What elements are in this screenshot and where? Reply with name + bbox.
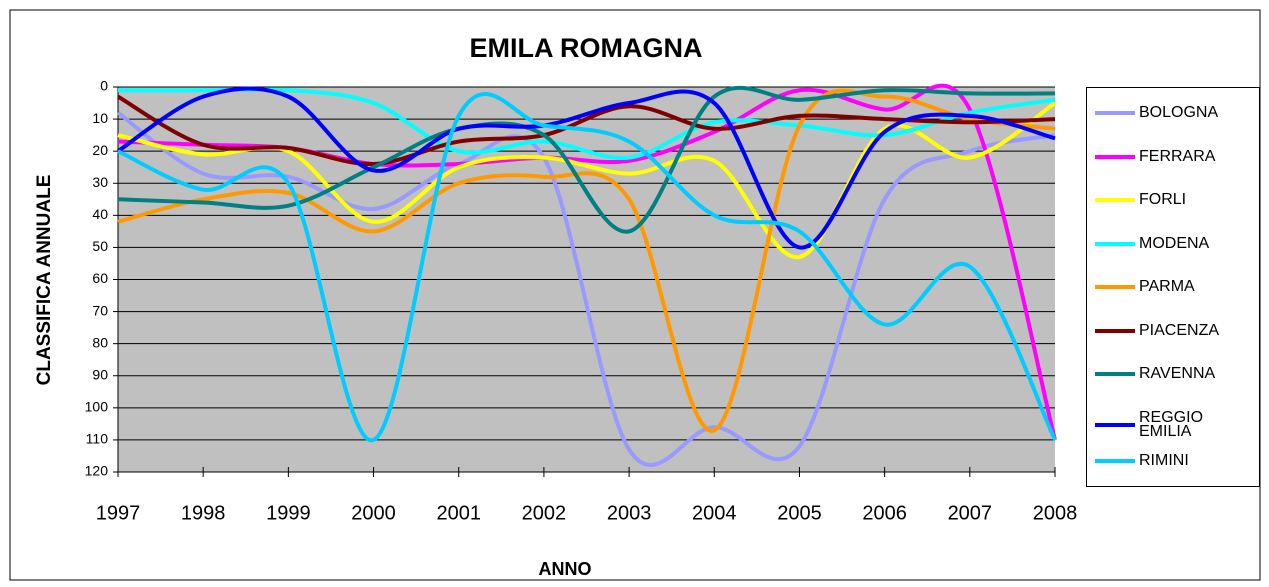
series-line: [117, 87, 1056, 160]
legend-swatch: [1095, 111, 1135, 115]
y-tick-label: 50: [92, 238, 108, 254]
series-line: [117, 92, 1057, 442]
legend-item: RAVENNA: [1095, 365, 1229, 382]
legend-item: FERRARA: [1095, 147, 1229, 165]
y-tick-label: 110: [86, 431, 109, 447]
x-tick-label: 2003: [607, 502, 652, 524]
x-axis-label: ANNO: [539, 559, 592, 579]
legend-swatch: [1095, 372, 1135, 376]
legend-swatch: [1095, 241, 1135, 246]
legend-item: FORLI: [1095, 191, 1229, 208]
x-tick-label: 2002: [522, 502, 567, 524]
legend-swatch: [1095, 285, 1135, 289]
y-tick-label: 80: [92, 334, 108, 350]
y-axis-label: CLASSIFICA ANNUALE: [34, 175, 55, 386]
legend-item: PIACENZA: [1095, 321, 1229, 339]
legend-swatch: [1095, 422, 1135, 427]
chart-title: EMILA ROMAGNA: [470, 33, 703, 63]
y-tick-label: 40: [92, 206, 108, 222]
y-tick-label: 120: [85, 463, 109, 479]
x-tick-label: 2006: [862, 502, 907, 524]
y-tick-label: 100: [85, 399, 109, 415]
legend-label: PIACENZA: [1139, 321, 1220, 339]
x-tick-label: 2008: [1033, 502, 1078, 524]
series-line: [116, 111, 1056, 467]
legend-swatch: [1095, 198, 1135, 202]
y-tick-label: 30: [92, 174, 108, 190]
y-tick-label: 0: [100, 78, 108, 94]
x-tick-label: 2004: [692, 502, 737, 524]
legend-swatch: [1095, 459, 1135, 463]
legend-swatch: [1095, 328, 1135, 333]
series-line: [116, 86, 1056, 250]
legend-label: RIMINI: [1139, 452, 1189, 469]
x-tick-label: 2001: [436, 502, 481, 524]
x-tick-label: 1998: [181, 502, 226, 524]
y-tick-label: 70: [92, 302, 108, 318]
x-tick-label: 2005: [777, 502, 822, 524]
x-tick-label: 2000: [351, 502, 396, 524]
legend-swatch: [1095, 154, 1135, 159]
y-tick-label: 10: [92, 110, 108, 126]
legend-label: REGGIO EMILIA: [1139, 408, 1204, 440]
legend-item: BOLOGNA: [1095, 104, 1229, 121]
x-tick-label: 1999: [266, 502, 311, 524]
series-line: [117, 85, 1056, 234]
legend-label: RAVENNA: [1139, 365, 1216, 382]
legend-label: FORLI: [1139, 191, 1187, 208]
series-line: [117, 94, 1056, 167]
legend-item: MODENA: [1095, 234, 1229, 252]
legend-label: FERRARA: [1139, 147, 1216, 165]
legend-item: REGGIO EMILIA: [1095, 408, 1229, 440]
legend: BOLOGNA FERRARA FORLI MODENA PARMA PIACENZA RA…: [1086, 87, 1260, 487]
y-tick-label: 90: [92, 366, 108, 382]
legend-label: MODENA: [1139, 234, 1210, 252]
legend-label: PARMA: [1139, 278, 1195, 295]
legend-item: RIMINI: [1095, 452, 1229, 469]
y-tick-label: 60: [92, 270, 108, 286]
y-tick-label: 20: [92, 142, 108, 158]
x-tick-label: 2007: [948, 502, 993, 524]
x-tick-label: 1997: [96, 502, 141, 524]
legend-label: BOLOGNA: [1139, 104, 1219, 121]
legend-item: PARMA: [1095, 278, 1229, 295]
